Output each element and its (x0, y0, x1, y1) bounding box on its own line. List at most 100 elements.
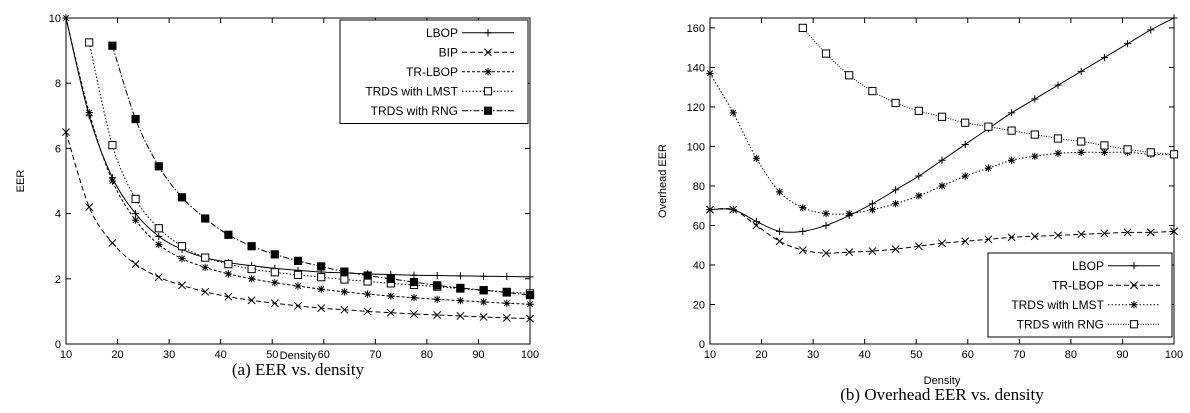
data-point-trds-with-rng (270, 250, 279, 259)
data-point-lbop (132, 210, 140, 218)
data-point-trds-with-rng (131, 114, 140, 124)
x-tick-label: 80 (1065, 349, 1077, 361)
legend-label-lbop: LBOP (1072, 259, 1104, 273)
data-point-trds-with-lmst (85, 38, 94, 47)
data-point-trds-with-rng (409, 277, 419, 287)
data-point-tr-lbop (526, 300, 534, 308)
data-point-trds-with-rng (1030, 130, 1039, 139)
data-point-tr-lbop (294, 282, 302, 290)
data-point-trds-with-lmst (1008, 156, 1016, 164)
data-point-bip (433, 311, 442, 319)
data-point-bip (317, 304, 326, 313)
y-tick-label: 60 (693, 220, 705, 232)
y-axis-label: EER (15, 170, 27, 193)
data-point-tr-lbop (410, 294, 418, 302)
data-point-bip (479, 312, 488, 321)
legend-box (339, 19, 529, 124)
data-point-trds-with-rng (247, 242, 256, 251)
data-point-tr-lbop (503, 299, 511, 307)
data-point-trds-with-rng (293, 256, 303, 265)
data-point-tr-lbop (752, 221, 761, 230)
legend-marker-trds-with-rng (1129, 320, 1139, 329)
y-axis-label: Overhead EER (657, 144, 669, 218)
data-point-bip (108, 238, 117, 247)
data-point-lbop (1077, 67, 1085, 75)
data-point-lbop (776, 227, 784, 235)
data-point-tr-lbop (340, 288, 348, 296)
data-point-lbop (503, 272, 511, 281)
data-point-trds-with-rng (1146, 148, 1155, 157)
data-point-trds-with-lmst (1054, 149, 1062, 157)
data-point-trds-with-rng (1053, 134, 1063, 143)
x-axis-label: Density (280, 350, 317, 362)
legend-label-lbop: LBOP (426, 26, 458, 40)
y-tick-label: 160 (687, 23, 705, 35)
data-point-trds-with-rng (1100, 141, 1109, 150)
data-point-tr-lbop (201, 263, 209, 271)
legend-label-bip: BIP (439, 45, 458, 59)
data-point-tr-lbop (938, 239, 946, 248)
figure-caption: (a) EER vs. density (232, 360, 365, 379)
series-markers (706, 14, 1179, 258)
data-point-tr-lbop (822, 249, 830, 258)
data-point-bip (178, 281, 186, 290)
data-point-lbop (526, 273, 534, 281)
legend-marker-trds-with-lmst (1130, 301, 1138, 309)
legend-marker-tr-lbop (1130, 281, 1138, 290)
data-point-bip (456, 312, 465, 320)
data-point-trds-with-rng (224, 230, 233, 239)
data-point-tr-lbop (248, 275, 256, 283)
data-point-lbop (155, 232, 163, 241)
data-point-bip (410, 310, 418, 318)
data-point-trds-with-lmst (270, 268, 279, 277)
x-tick-label: 40 (215, 349, 227, 361)
legend-marker-trds-with-lmst (483, 87, 493, 96)
legend-label-tr-lbop: TR-LBOP (1052, 278, 1104, 292)
data-point-trds-with-lmst (131, 194, 140, 204)
data-point-trds-with-rng (984, 122, 993, 131)
data-point-trds-with-rng (108, 41, 117, 50)
y-tick-label: 6 (55, 143, 61, 155)
data-point-lbop (1124, 40, 1132, 48)
data-point-bip (201, 287, 210, 296)
data-point-trds-with-rng (433, 281, 442, 290)
x-tick-label: 70 (1013, 349, 1025, 361)
chart-overhead-eer-vs-density: 10 20 30 40 50 60 70 80 90 100 0 20 40 60 80 100 120 140 1… (657, 14, 1183, 404)
data-point-trds-with-rng (1123, 145, 1132, 154)
legend-label-trds-with-rng: TRDS with RNG (1017, 317, 1104, 331)
data-point-tr-lbop (178, 254, 186, 263)
data-point-trds-with-lmst (1077, 148, 1085, 156)
data-point-trds-with-rng (937, 112, 947, 121)
x-tick-label: 30 (163, 349, 175, 361)
y-tick-label: 120 (687, 102, 705, 114)
x-tick-label: 60 (962, 349, 974, 361)
y-tick-label: 8 (55, 78, 61, 90)
y-tick-label: 4 (55, 209, 61, 221)
data-point-tr-lbop (1007, 233, 1016, 242)
data-point-trds-with-rng (821, 49, 831, 58)
data-point-trds-with-lmst (154, 224, 163, 233)
series-line-lbop (710, 18, 1174, 233)
data-point-trds-with-rng (479, 286, 488, 295)
data-point-lbop (480, 272, 488, 280)
data-point-bip (154, 273, 163, 282)
data-point-tr-lbop (1030, 232, 1039, 241)
legend-label-trds-with-lmst: TRDS with LMST (365, 84, 458, 98)
legend: LBOP TR-LBOP TRDS with LMST TRDS with RNG (987, 252, 1173, 338)
legend: LBOP BIP TR-LBOP TRDS with LMST TRDS with RN… (339, 19, 529, 124)
x-tick-label: 90 (472, 349, 484, 361)
y-tick-label: 100 (687, 141, 705, 153)
data-point-trds-with-lmst (845, 210, 853, 218)
series-markers (62, 14, 535, 323)
data-point-tr-lbop (62, 14, 70, 22)
data-point-trds-with-lmst (961, 172, 969, 180)
data-point-bip (270, 299, 279, 308)
data-point-lbop (1008, 109, 1016, 117)
data-point-bip (62, 128, 70, 137)
data-point-lbop (822, 221, 830, 230)
data-point-trds-with-lmst (1031, 152, 1039, 160)
data-point-tr-lbop (108, 177, 116, 185)
data-point-trds-with-rng (177, 193, 187, 202)
x-tick-label: 50 (910, 349, 922, 361)
